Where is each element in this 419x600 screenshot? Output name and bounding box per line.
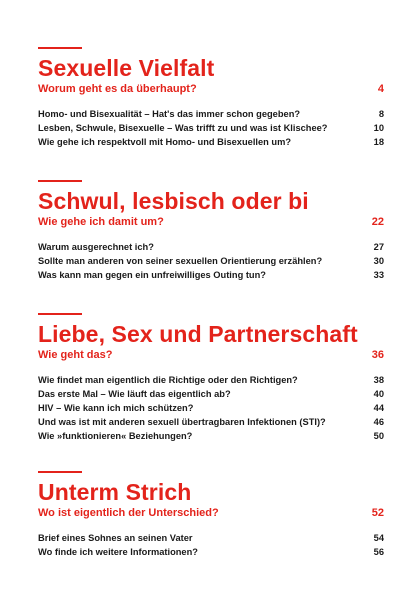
toc-section: Schwul, lesbisch oder bi Wie gehe ich da… (38, 180, 384, 282)
page-number: 10 (373, 123, 384, 133)
toc-entry[interactable]: Homo- und Bisexualität – Hat's das immer… (38, 107, 384, 121)
page-number: 38 (373, 375, 384, 385)
toc-entry[interactable]: Lesben, Schwule, Bisexuelle – Was trifft… (38, 121, 384, 135)
section-subtitle-row[interactable]: Worum geht es da überhaupt? 4 (38, 82, 384, 96)
toc-entry[interactable]: Warum ausgerechnet ich? 27 (38, 240, 384, 254)
section-title: Schwul, lesbisch oder bi (38, 188, 309, 214)
entry-text: Brief eines Sohnes an seinen Vater (38, 533, 193, 543)
entry-text: Wo finde ich weitere Informationen? (38, 547, 198, 557)
entry-text: Wie »funktionieren« Beziehungen? (38, 431, 193, 441)
section-subtitle: Wie gehe ich damit um? (38, 216, 164, 228)
page-number: 36 (371, 349, 384, 361)
section-subtitle: Wo ist eigentlich der Unterschied? (38, 507, 219, 519)
page-number: 44 (373, 403, 384, 413)
page-number: 50 (373, 431, 384, 441)
page-number: 56 (373, 547, 384, 557)
toc-section: Liebe, Sex und Partnerschaft Wie geht da… (38, 313, 384, 443)
toc-section: Sexuelle Vielfalt Worum geht es da überh… (38, 47, 384, 149)
section-rule (38, 47, 82, 49)
entry-text: HIV – Wie kann ich mich schützen? (38, 403, 194, 413)
section-subtitle: Wie geht das? (38, 349, 113, 361)
page-number: 8 (378, 109, 384, 119)
toc-entry[interactable]: Wie gehe ich respektvoll mit Homo- und B… (38, 135, 384, 149)
page-number: 30 (373, 256, 384, 266)
entry-text: Wie findet man eigentlich die Richtige o… (38, 375, 298, 385)
toc-entry[interactable]: Und was ist mit anderen sexuell übertrag… (38, 415, 384, 429)
section-rule (38, 180, 82, 182)
entry-text: Das erste Mal – Wie läuft das eigentlich… (38, 389, 231, 399)
page-number: 40 (373, 389, 384, 399)
toc-entry[interactable]: Das erste Mal – Wie läuft das eigentlich… (38, 387, 384, 401)
section-title: Sexuelle Vielfalt (38, 55, 215, 81)
section-subtitle-row[interactable]: Wo ist eigentlich der Unterschied? 52 (38, 506, 384, 520)
entry-text: Lesben, Schwule, Bisexuelle – Was trifft… (38, 123, 328, 133)
entry-text: Warum ausgerechnet ich? (38, 242, 154, 252)
section-subtitle-row[interactable]: Wie gehe ich damit um? 22 (38, 215, 384, 229)
section-subtitle: Worum geht es da überhaupt? (38, 83, 197, 95)
toc-entry[interactable]: Wo finde ich weitere Informationen? 56 (38, 545, 384, 559)
page-number: 4 (377, 83, 384, 95)
section-rule (38, 313, 82, 315)
entry-text: Wie gehe ich respektvoll mit Homo- und B… (38, 137, 292, 147)
toc-section: Unterm Strich Wo ist eigentlich der Unte… (38, 471, 384, 559)
page-number: 52 (371, 507, 384, 519)
page-number: 46 (373, 417, 384, 427)
page-number: 22 (371, 216, 384, 228)
entry-text: Homo- und Bisexualität – Hat's das immer… (38, 109, 301, 119)
toc-entry[interactable]: Sollte man anderen von seiner sexuellen … (38, 254, 384, 268)
entry-text: Was kann man gegen ein unfreiwilliges Ou… (38, 270, 266, 280)
toc-entry[interactable]: HIV – Wie kann ich mich schützen? 44 (38, 401, 384, 415)
page-number: 18 (373, 137, 384, 147)
toc-entry[interactable]: Was kann man gegen ein unfreiwilliges Ou… (38, 268, 384, 282)
section-title: Liebe, Sex und Partnerschaft (38, 321, 358, 347)
section-title: Unterm Strich (38, 479, 192, 505)
entry-text: Und was ist mit anderen sexuell übertrag… (38, 417, 326, 427)
page-number: 27 (373, 242, 384, 252)
toc-entry[interactable]: Wie findet man eigentlich die Richtige o… (38, 373, 384, 387)
page-number: 54 (373, 533, 384, 543)
toc-entry[interactable]: Brief eines Sohnes an seinen Vater 54 (38, 531, 384, 545)
section-subtitle-row[interactable]: Wie geht das? 36 (38, 348, 384, 362)
section-rule (38, 471, 82, 473)
entry-text: Sollte man anderen von seiner sexuellen … (38, 256, 323, 266)
toc-entry[interactable]: Wie »funktionieren« Beziehungen? 50 (38, 429, 384, 443)
page-number: 33 (373, 270, 384, 280)
